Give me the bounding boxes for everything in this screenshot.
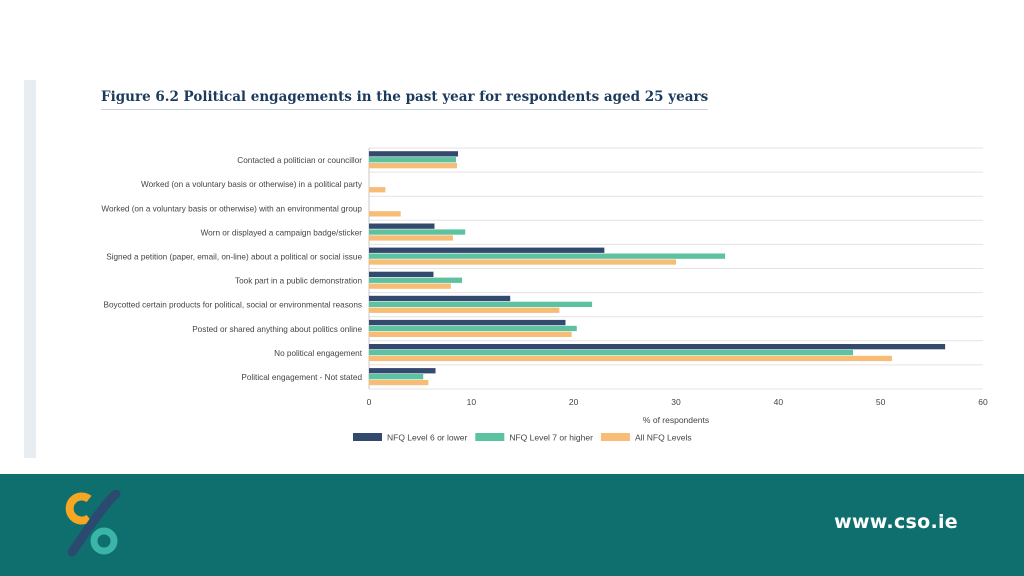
- bar: [369, 355, 892, 362]
- bar: [369, 344, 946, 350]
- category-label: Worked (on a voluntary basis or otherwis…: [101, 204, 362, 213]
- footer-band: www.cso.ie: [0, 474, 1024, 576]
- bar: [369, 319, 566, 326]
- bar: [369, 307, 560, 313]
- legend-swatch: [600, 433, 630, 441]
- x-tick-label: 10: [467, 397, 477, 407]
- legend-label: NFQ Level 6 or lower: [387, 433, 467, 443]
- x-tick-label: 60: [978, 397, 988, 407]
- site-url[interactable]: www.cso.ie: [834, 511, 958, 533]
- bar: [369, 271, 434, 277]
- category-label: No political engagement: [274, 349, 363, 358]
- bar-chart: Contacted a politician or councillor Work…: [101, 147, 988, 443]
- legend-swatch: [353, 433, 382, 441]
- x-tick-label: 50: [876, 397, 886, 407]
- bar: [369, 157, 456, 163]
- legend-label: All NFQ Levels: [635, 433, 692, 443]
- bar: [369, 325, 577, 332]
- cso-logo-icon: [65, 490, 121, 557]
- bar: [369, 151, 459, 157]
- bar: [369, 349, 854, 356]
- x-tick-label: 0: [367, 397, 372, 407]
- bar: [369, 301, 593, 307]
- legend-swatch: [475, 433, 505, 441]
- x-axis-label: % of respondents: [643, 415, 709, 425]
- bar: [369, 283, 451, 289]
- bar: [369, 259, 676, 265]
- x-tick-label: 40: [774, 397, 784, 407]
- bar: [369, 229, 466, 235]
- bar: [369, 223, 435, 229]
- bar: [369, 253, 726, 259]
- figure-title: Figure 6.2 Political engagements in the …: [101, 89, 709, 110]
- category-label: Took part in a public demonstration: [235, 277, 362, 286]
- bar: [369, 368, 436, 374]
- bar: [369, 211, 401, 217]
- category-label: Political engagement - Not stated: [241, 373, 362, 382]
- bar: [369, 163, 458, 169]
- legend-label: NFQ Level 7 or higher: [509, 433, 593, 443]
- category-label: Boycotted certain products for political…: [104, 301, 363, 310]
- bar: [369, 374, 424, 380]
- category-label: Contacted a politician or councillor: [237, 156, 362, 165]
- x-tick-label: 30: [671, 397, 681, 407]
- bar: [369, 331, 572, 337]
- bar: [369, 277, 463, 283]
- category-label: Worked (on a voluntary basis or otherwis…: [141, 180, 363, 189]
- bar: [369, 247, 605, 253]
- x-tick-label: 20: [569, 397, 579, 407]
- bar: [369, 379, 429, 386]
- category-label: Worn or displayed a campaign badge/stick…: [201, 228, 363, 237]
- bar: [369, 235, 453, 241]
- category-label: Signed a petition (paper, email, on-line…: [106, 252, 362, 261]
- bar: [369, 295, 511, 302]
- bar: [369, 187, 386, 193]
- category-label: Posted or shared anything about politics…: [192, 325, 362, 334]
- left-accent-bar: [24, 80, 36, 458]
